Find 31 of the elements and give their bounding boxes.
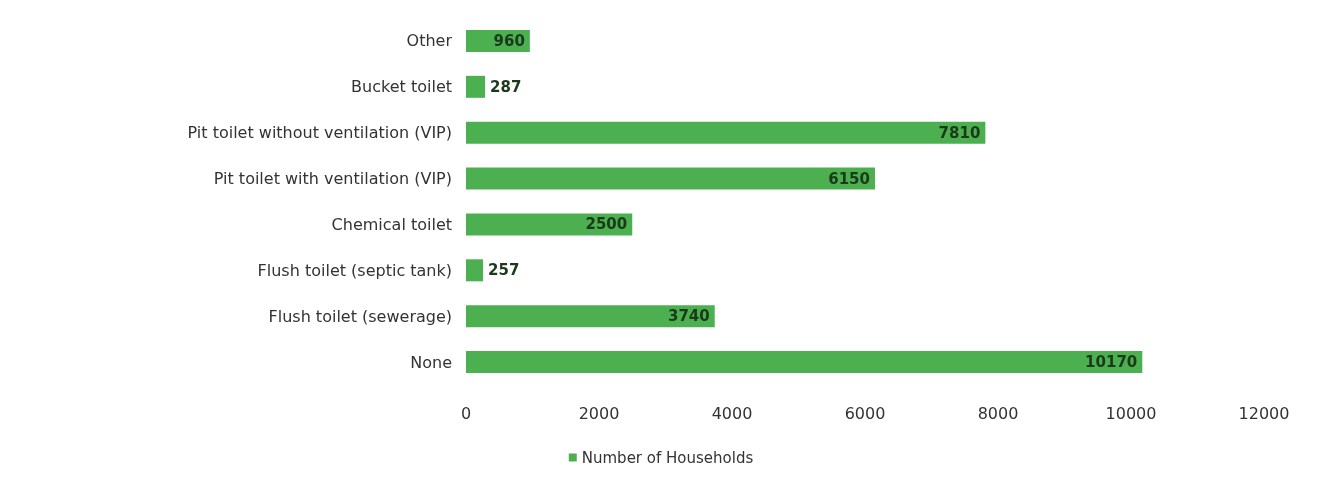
data-label: 257 [488,261,520,280]
x-tick-label: 6000 [844,403,886,423]
bar [466,213,633,236]
y-tick-label: None [410,352,452,372]
data-label: 3740 [667,307,710,326]
bar [466,259,484,282]
bar [466,121,986,144]
x-tick-label: 10000 [1105,403,1157,423]
data-label: 6150 [828,169,870,188]
data-label: 287 [490,77,522,96]
bar [466,351,1143,374]
data-label: 10170 [1085,353,1138,372]
x-tick-label: 8000 [977,403,1019,423]
x-tick-label: 2000 [578,403,620,423]
y-tick-label: Pit toilet with ventilation (VIP) [213,169,452,189]
y-tick-label: Flush toilet (septic tank) [257,260,452,280]
y-tick-label: Other [406,31,453,51]
x-tick-label: 12000 [1238,403,1290,423]
data-label: 7810 [938,123,981,142]
x-tick-label: 4000 [711,403,753,423]
y-tick-label: Pit toilet without ventilation (VIP) [187,123,452,143]
data-label: 960 [493,31,525,50]
y-tick-label: Bucket toilet [351,77,452,97]
bar [466,167,875,190]
x-tick-label: 0 [460,403,472,423]
legend-label: Number of Households [581,448,754,467]
y-tick-label: Chemical toilet [331,214,452,234]
bar [466,75,486,98]
data-label: 2500 [585,215,628,234]
y-tick-label: Flush toilet (sewerage) [268,306,452,326]
bar [466,305,715,328]
